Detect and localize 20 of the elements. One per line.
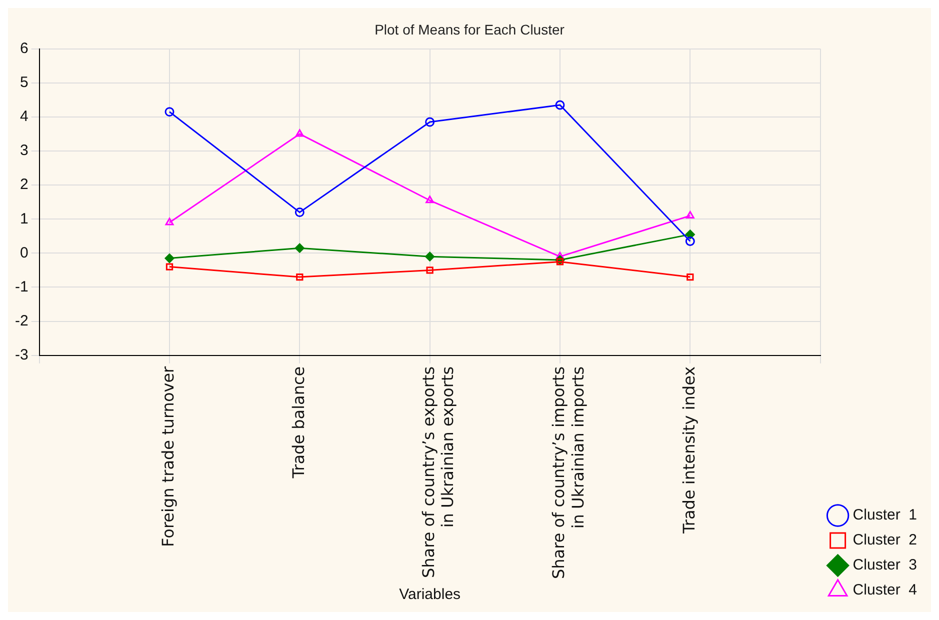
y-tick-label: -2: [14, 312, 28, 330]
y-tick-label: 1: [20, 210, 28, 228]
chart-title: Plot of Means for Each Cluster: [374, 21, 565, 38]
y-tick-label: 3: [20, 142, 28, 160]
legend-label: Cluster 2: [852, 532, 918, 549]
y-tick-label: 0: [20, 244, 28, 262]
y-tick-label: 6: [20, 40, 28, 57]
x-tick-label: Trade intensity index: [679, 366, 698, 534]
x-axis-title: Variables: [399, 586, 461, 604]
legend-label: Cluster 1: [852, 506, 918, 524]
x-tick-label: Foreign trade turnover: [158, 366, 178, 547]
y-tick-label: -1: [14, 278, 28, 296]
x-tick-label: Trade balance: [288, 366, 308, 480]
y-tick-label: 5: [20, 74, 28, 92]
y-tick-label: 2: [20, 176, 28, 194]
legend-label: Cluster 3: [852, 556, 918, 574]
x-tick-label: Share of country’s exports in Ukrainian exports: [418, 366, 458, 578]
y-tick-label: 4: [20, 108, 28, 126]
y-tick-label: -3: [14, 346, 28, 364]
legend-label: Cluster 4: [852, 582, 918, 599]
